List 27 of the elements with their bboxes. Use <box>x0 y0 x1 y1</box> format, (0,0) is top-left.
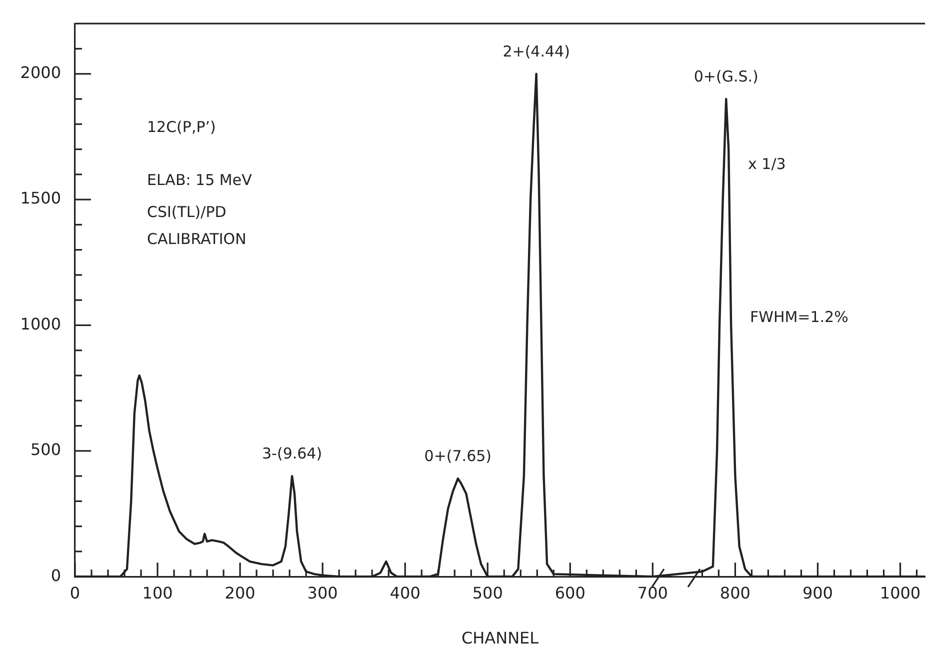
annotation: 12C(P,P’) <box>147 118 216 136</box>
y-tick-label: 500 <box>30 440 61 460</box>
x-tick-label: 800 <box>720 583 750 602</box>
x-tick-label: 0 <box>70 583 80 602</box>
annotation: 3-(9.64) <box>262 444 322 462</box>
y-tick-label: 1000 <box>20 314 61 334</box>
annotation: CALIBRATION <box>147 230 246 248</box>
y-tick-label: 2000 <box>20 63 61 82</box>
x-tick-label: 500 <box>472 583 503 602</box>
x-tick-label: 400 <box>390 583 420 602</box>
annotation: x 1/3 <box>748 154 786 173</box>
x-axis-title: CHANNEL <box>461 628 539 648</box>
annotation: 0+(G.S.) <box>694 67 758 86</box>
x-tick-label: 200 <box>224 583 256 602</box>
x-tick-label: 900 <box>802 583 833 602</box>
y-tick-label: 0 <box>50 566 61 585</box>
annotation: ELAB: 15 MeV <box>147 170 253 189</box>
annotation: FWHM=1.2% <box>750 308 848 326</box>
x-tick-label: 1000 <box>880 583 921 602</box>
x-tick-label: 100 <box>142 583 173 602</box>
y-tick-label: 1500 <box>20 188 61 208</box>
annotation: 2+(4.44) <box>502 42 570 60</box>
x-tick-label: 700 <box>637 583 668 602</box>
x-tick-label: 300 <box>307 583 338 602</box>
x-tick-label: 600 <box>554 583 586 602</box>
annotation: CSI(TL)/PD <box>147 202 226 221</box>
annotation: 0+(7.65) <box>424 446 492 465</box>
